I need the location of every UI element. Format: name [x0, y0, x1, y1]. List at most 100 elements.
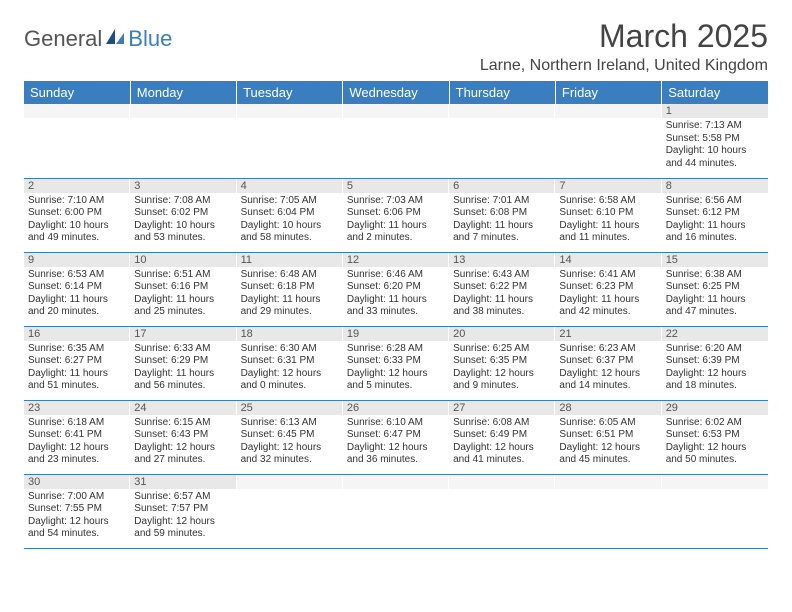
day-details: Sunrise: 6:25 AMSunset: 6:35 PMDaylight:…: [449, 341, 555, 395]
day-details: Sunrise: 7:00 AMSunset: 7:55 PMDaylight:…: [24, 489, 130, 543]
calendar-cell: 9Sunrise: 6:53 AMSunset: 6:14 PMDaylight…: [24, 252, 130, 326]
detail-line: and 41 minutes.: [453, 454, 551, 467]
day-number: [343, 104, 449, 118]
day-number: 24: [130, 401, 236, 415]
day-number: 9: [24, 253, 130, 267]
calendar-cell: 10Sunrise: 6:51 AMSunset: 6:16 PMDayligh…: [130, 252, 236, 326]
detail-line: and 0 minutes.: [241, 380, 339, 393]
detail-line: Sunset: 6:10 PM: [559, 207, 657, 220]
day-details: Sunrise: 7:13 AMSunset: 5:58 PMDaylight:…: [662, 118, 768, 172]
calendar-row: 1Sunrise: 7:13 AMSunset: 5:58 PMDaylight…: [24, 104, 768, 178]
detail-line: Sunset: 6:08 PM: [453, 207, 551, 220]
day-details: Sunrise: 6:13 AMSunset: 6:45 PMDaylight:…: [237, 415, 343, 469]
calendar-cell: 3Sunrise: 7:08 AMSunset: 6:02 PMDaylight…: [130, 178, 236, 252]
day-details: Sunrise: 6:58 AMSunset: 6:10 PMDaylight:…: [555, 193, 661, 247]
detail-line: Sunrise: 6:56 AM: [666, 195, 764, 208]
detail-line: Sunset: 6:06 PM: [347, 207, 445, 220]
detail-line: and 44 minutes.: [666, 158, 764, 171]
day-number: 31: [130, 475, 236, 489]
detail-line: Sunset: 6:25 PM: [666, 281, 764, 294]
day-number: 8: [662, 179, 768, 193]
day-number: 26: [343, 401, 449, 415]
detail-line: and 47 minutes.: [666, 306, 764, 319]
detail-line: Daylight: 11 hours: [453, 220, 551, 233]
day-number: 15: [662, 253, 768, 267]
detail-line: Sunrise: 7:13 AM: [666, 120, 764, 133]
detail-line: Sunrise: 6:33 AM: [134, 343, 232, 356]
detail-line: Daylight: 11 hours: [347, 220, 445, 233]
calendar-cell: 29Sunrise: 6:02 AMSunset: 6:53 PMDayligh…: [662, 400, 768, 474]
detail-line: Sunrise: 6:18 AM: [28, 417, 126, 430]
day-details: Sunrise: 6:41 AMSunset: 6:23 PMDaylight:…: [555, 267, 661, 321]
detail-line: Sunset: 6:47 PM: [347, 429, 445, 442]
calendar-cell: 1Sunrise: 7:13 AMSunset: 5:58 PMDaylight…: [662, 104, 768, 178]
col-thursday: Thursday: [449, 81, 555, 104]
day-number: 23: [24, 401, 130, 415]
detail-line: and 42 minutes.: [559, 306, 657, 319]
detail-line: Sunset: 5:58 PM: [666, 133, 764, 146]
detail-line: Sunset: 6:53 PM: [666, 429, 764, 442]
detail-line: Sunset: 6:18 PM: [241, 281, 339, 294]
detail-line: Daylight: 11 hours: [28, 368, 126, 381]
calendar-cell: 20Sunrise: 6:25 AMSunset: 6:35 PMDayligh…: [449, 326, 555, 400]
calendar-cell: [555, 474, 661, 548]
detail-line: Sunset: 6:22 PM: [453, 281, 551, 294]
detail-line: Daylight: 11 hours: [453, 294, 551, 307]
day-number: [662, 475, 768, 489]
detail-line: Daylight: 12 hours: [666, 442, 764, 455]
day-number: 14: [555, 253, 661, 267]
calendar-cell: [449, 104, 555, 178]
detail-line: Sunrise: 6:41 AM: [559, 269, 657, 282]
detail-line: and 5 minutes.: [347, 380, 445, 393]
calendar-row: 23 Sunrise: 6:18 AMSunset: 6:41 PM Dayligh…: [24, 400, 768, 474]
detail-line: and 54 minutes.: [28, 528, 126, 541]
detail-line: Daylight: 12 hours: [347, 442, 445, 455]
detail-line: Sunrise: 7:00 AM: [28, 491, 126, 504]
col-sunday: Sunday: [24, 81, 130, 104]
day-number: 11: [237, 253, 343, 267]
logo-text-1: General: [24, 26, 102, 52]
calendar-cell: 21Sunrise: 6:23 AMSunset: 6:37 PMDayligh…: [555, 326, 661, 400]
detail-line: Sunrise: 6:23 AM: [559, 343, 657, 356]
day-details: Sunrise: 6:46 AMSunset: 6:20 PMDaylight:…: [343, 267, 449, 321]
calendar-cell: [662, 474, 768, 548]
calendar-cell: 15Sunrise: 6:38 AMSunset: 6:25 PMDayligh…: [662, 252, 768, 326]
detail-line: Sunrise: 6:15 AM: [134, 417, 232, 430]
detail-line: Sunrise: 6:10 AM: [347, 417, 445, 430]
detail-line: and 50 minutes.: [666, 454, 764, 467]
day-number: 18: [237, 327, 343, 341]
detail-line: and 53 minutes.: [134, 232, 232, 245]
detail-line: Daylight: 11 hours: [134, 294, 232, 307]
calendar-cell: [237, 474, 343, 548]
detail-line: Sunrise: 7:05 AM: [241, 195, 339, 208]
detail-line: and 16 minutes.: [666, 232, 764, 245]
detail-line: Daylight: 12 hours: [241, 442, 339, 455]
detail-line: and 29 minutes.: [241, 306, 339, 319]
day-details: Sunrise: 6:05 AMSunset: 6:51 PMDaylight:…: [555, 415, 661, 469]
detail-line: Sunrise: 6:08 AM: [453, 417, 551, 430]
detail-line: Sunrise: 6:02 AM: [666, 417, 764, 430]
day-details: Sunrise: 6:38 AMSunset: 6:25 PMDaylight:…: [662, 267, 768, 321]
detail-line: Sunset: 7:57 PM: [134, 503, 232, 516]
calendar-cell: 4Sunrise: 7:05 AMSunset: 6:04 PMDaylight…: [237, 178, 343, 252]
day-number: [449, 104, 555, 118]
detail-line: Daylight: 12 hours: [559, 368, 657, 381]
sail-icon: [104, 27, 126, 52]
calendar-cell: [237, 104, 343, 178]
calendar-cell: 8Sunrise: 6:56 AMSunset: 6:12 PMDaylight…: [662, 178, 768, 252]
detail-line: Sunrise: 6:46 AM: [347, 269, 445, 282]
detail-line: Sunset: 6:39 PM: [666, 355, 764, 368]
day-number: [24, 104, 130, 118]
detail-line: Sunrise: 6:30 AM: [241, 343, 339, 356]
col-monday: Monday: [130, 81, 236, 104]
detail-line: Daylight: 12 hours: [453, 368, 551, 381]
day-number: 10: [130, 253, 236, 267]
day-number: 2: [24, 179, 130, 193]
detail-line: and 25 minutes.: [134, 306, 232, 319]
calendar-table: Sunday Monday Tuesday Wednesday Thursday…: [24, 81, 768, 549]
day-number: 12: [343, 253, 449, 267]
detail-line: Daylight: 12 hours: [347, 368, 445, 381]
detail-line: Sunrise: 7:03 AM: [347, 195, 445, 208]
detail-line: Daylight: 12 hours: [134, 442, 232, 455]
detail-line: Sunset: 6:41 PM: [28, 429, 126, 442]
